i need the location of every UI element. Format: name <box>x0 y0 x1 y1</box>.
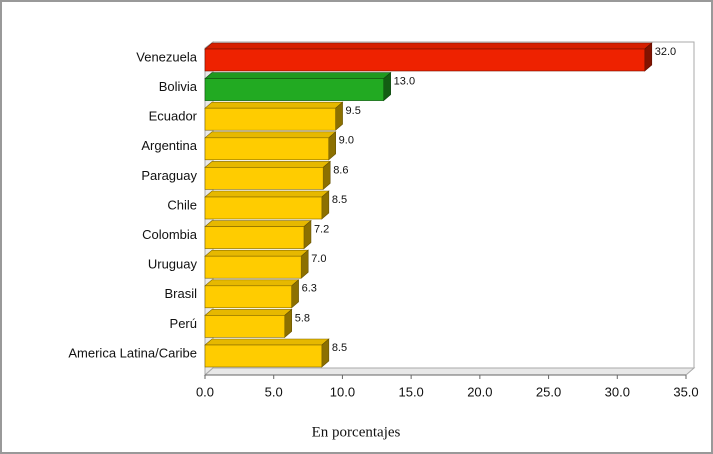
x-tick-label: 35.0 <box>673 384 698 399</box>
bar-top <box>204 279 300 287</box>
x-tick-label: 10.0 <box>330 384 355 399</box>
y-tick-label: Brasil <box>164 286 197 301</box>
bar <box>204 107 336 131</box>
x-tick-label: 15.0 <box>398 384 423 399</box>
bar-top <box>204 249 310 257</box>
x-tick-label: 20.0 <box>467 384 492 399</box>
y-tick-label: Venezuela <box>136 49 197 64</box>
bar-top <box>204 72 392 79</box>
bar <box>204 137 329 161</box>
x-axis-label: En porcentajes <box>312 424 401 440</box>
value-label: 7.0 <box>311 253 326 265</box>
bar-top <box>204 101 344 109</box>
y-tick-label: America Latina/Caribe <box>68 345 197 360</box>
bar <box>204 167 324 190</box>
value-label: 8.6 <box>333 164 348 176</box>
bar <box>204 315 286 338</box>
y-tick-label: Colombia <box>142 227 198 242</box>
x-tick-label: 25.0 <box>536 384 561 399</box>
y-tick-label: Paraguay <box>141 168 197 183</box>
value-label: 9.0 <box>339 135 354 147</box>
bar <box>204 48 646 72</box>
value-label: 32.0 <box>655 46 676 58</box>
y-tick-label: Ecuador <box>149 109 198 124</box>
floor <box>203 367 696 376</box>
bar <box>204 344 323 368</box>
bar-top <box>204 161 331 168</box>
bar <box>204 196 323 220</box>
y-tick-label: Perú <box>170 316 197 331</box>
value-label: 8.5 <box>332 342 347 354</box>
value-label: 13.0 <box>394 76 415 88</box>
bar-top <box>204 131 337 139</box>
y-tick-label: Chile <box>167 197 197 212</box>
value-label: 9.5 <box>346 105 361 117</box>
y-tick-label: Argentina <box>141 138 197 153</box>
bar <box>204 78 384 101</box>
x-tick-label: 30.0 <box>605 384 630 399</box>
bar <box>204 285 292 309</box>
value-label: 6.3 <box>302 283 317 295</box>
bar-top <box>204 338 330 346</box>
bar-top <box>204 42 653 50</box>
bar <box>204 255 302 279</box>
value-label: 7.2 <box>314 224 329 236</box>
value-label: 5.8 <box>295 312 310 324</box>
x-tick-label: 0.0 <box>196 384 214 399</box>
x-tick-label: 5.0 <box>265 384 283 399</box>
bar-top <box>204 220 312 227</box>
value-label: 8.5 <box>332 194 347 206</box>
y-tick-label: Bolivia <box>159 79 198 94</box>
y-tick-label: Uruguay <box>148 257 198 272</box>
bar-top <box>204 309 293 316</box>
bar <box>204 226 305 249</box>
bar-top <box>204 190 330 198</box>
